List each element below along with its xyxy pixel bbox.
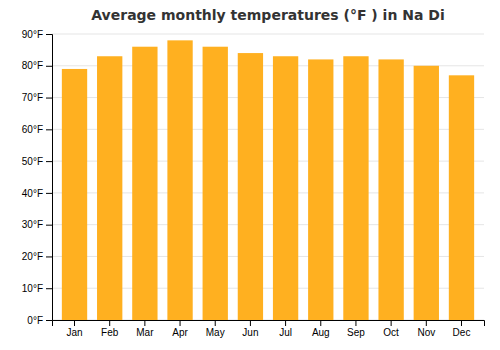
tick-mark xyxy=(391,320,392,326)
tick-mark xyxy=(46,288,52,289)
bars xyxy=(62,40,474,320)
tick-mark xyxy=(355,320,356,326)
tick-mark xyxy=(215,320,216,326)
tick: 30°F xyxy=(22,219,52,230)
tick: Sep xyxy=(347,320,365,338)
tick: 40°F xyxy=(22,188,52,199)
tick-mark xyxy=(109,320,110,326)
tick: Nov xyxy=(417,320,435,338)
tick: Apr xyxy=(172,320,188,338)
tick: 20°F xyxy=(22,251,52,262)
tick-mark xyxy=(320,320,321,326)
tick: 90°F xyxy=(22,29,52,40)
tick: Mar xyxy=(136,320,154,338)
tick: 10°F xyxy=(22,283,52,294)
tick-mark xyxy=(46,256,52,257)
tick-label: Feb xyxy=(101,327,119,338)
chart: 0°F 10°F 20°F 30°F 40°F 50°F 60°F 70°F 80°F 90°F J… xyxy=(0,0,500,350)
tick-label: 20°F xyxy=(22,251,43,262)
tick-label: Oct xyxy=(383,327,399,338)
tick-label: 10°F xyxy=(22,283,43,294)
tick: 60°F xyxy=(22,124,52,135)
axis-line xyxy=(53,321,485,327)
tick-mark xyxy=(46,66,52,67)
tick-label: 30°F xyxy=(22,219,43,230)
tick-label: Mar xyxy=(136,327,154,338)
tick-label: 0°F xyxy=(27,315,43,326)
tick-mark xyxy=(285,320,286,326)
tick-label: Jul xyxy=(279,327,292,338)
tick-mark xyxy=(46,193,52,194)
tick-mark xyxy=(46,34,52,35)
bar xyxy=(203,47,228,320)
tick-label: 70°F xyxy=(22,92,43,103)
tick-mark xyxy=(46,161,52,162)
bar xyxy=(97,56,122,320)
tick: Aug xyxy=(312,320,330,338)
tick: 80°F xyxy=(22,60,52,71)
tick: Dec xyxy=(453,320,471,338)
tick: 70°F xyxy=(22,92,52,103)
tick-label: 50°F xyxy=(22,156,43,167)
tick: 50°F xyxy=(22,156,52,167)
tick: 0°F xyxy=(27,315,52,326)
tick-label: Jan xyxy=(66,327,82,338)
tick-mark xyxy=(426,320,427,326)
bar xyxy=(308,59,333,320)
tick: Jan xyxy=(66,320,82,338)
tick: Jul xyxy=(279,320,292,338)
tick-mark xyxy=(180,320,181,326)
bar xyxy=(273,56,298,320)
bar xyxy=(167,40,192,320)
tick-mark xyxy=(46,129,52,130)
tick-mark xyxy=(461,320,462,326)
axis-line xyxy=(46,35,53,321)
bar xyxy=(238,53,263,320)
tick: Oct xyxy=(383,320,399,338)
plot: 0°F 10°F 20°F 30°F 40°F 50°F 60°F 70°F 80°F 90°F J… xyxy=(22,29,485,338)
tick-label: Apr xyxy=(172,327,188,338)
tick-label: Dec xyxy=(453,327,471,338)
bar xyxy=(378,59,403,320)
tick: May xyxy=(206,320,225,338)
tick-mark xyxy=(46,320,52,321)
tick-mark xyxy=(46,98,52,99)
tick-label: 90°F xyxy=(22,29,43,40)
tick-mark xyxy=(74,320,75,326)
x-axis: Jan Feb Mar Apr May Jun Jul Aug Sep Oct Nov Dec xyxy=(53,320,485,338)
tick-label: Aug xyxy=(312,327,330,338)
tick-label: Jun xyxy=(242,327,258,338)
bar xyxy=(414,66,439,320)
tick-label: 80°F xyxy=(22,60,43,71)
tick-label: 60°F xyxy=(22,124,43,135)
tick-label: May xyxy=(206,327,225,338)
tick: Feb xyxy=(101,320,119,338)
bar xyxy=(343,56,368,320)
tick-label: Nov xyxy=(417,327,435,338)
tick-mark xyxy=(144,320,145,326)
bar xyxy=(132,47,157,320)
tick-label: 40°F xyxy=(22,188,43,199)
tick: Jun xyxy=(242,320,258,338)
title: Average monthly temperatures (°F ) in Na… xyxy=(91,7,444,23)
tick-mark xyxy=(46,225,52,226)
tick-mark xyxy=(250,320,251,326)
bar xyxy=(62,69,87,320)
tick-label: Sep xyxy=(347,327,365,338)
y-axis: 0°F 10°F 20°F 30°F 40°F 50°F 60°F 70°F 80°F 90°F xyxy=(22,29,53,326)
grid xyxy=(52,34,484,320)
bar xyxy=(449,75,474,320)
grid-line xyxy=(52,34,484,35)
